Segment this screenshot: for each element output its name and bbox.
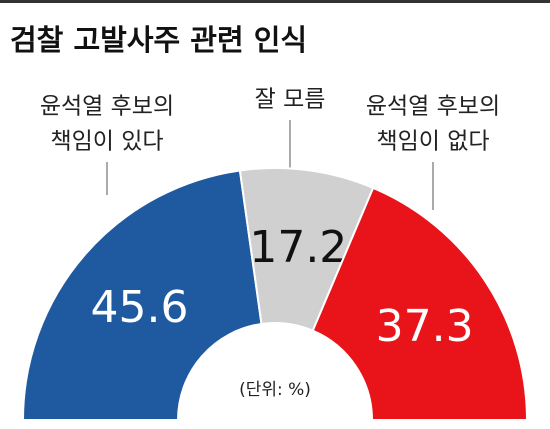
category-label: 윤석열 후보의 bbox=[40, 94, 174, 120]
category-label: 책임이 없다 bbox=[376, 129, 489, 155]
value-label: 17.2 bbox=[249, 222, 347, 273]
value-label: 45.6 bbox=[91, 282, 189, 333]
chart-title: 검찰 고발사주 관련 인식 bbox=[10, 23, 307, 57]
value-label: 37.3 bbox=[376, 301, 474, 352]
category-label: 책임이 있다 bbox=[50, 129, 163, 155]
top-rule bbox=[0, 0, 550, 3]
category-label: 잘 모름 bbox=[255, 87, 326, 113]
segment bbox=[311, 186, 529, 421]
segment bbox=[21, 169, 263, 421]
category-label: 윤석열 후보의 bbox=[366, 94, 500, 120]
unit-note: (단위: %) bbox=[239, 380, 311, 400]
